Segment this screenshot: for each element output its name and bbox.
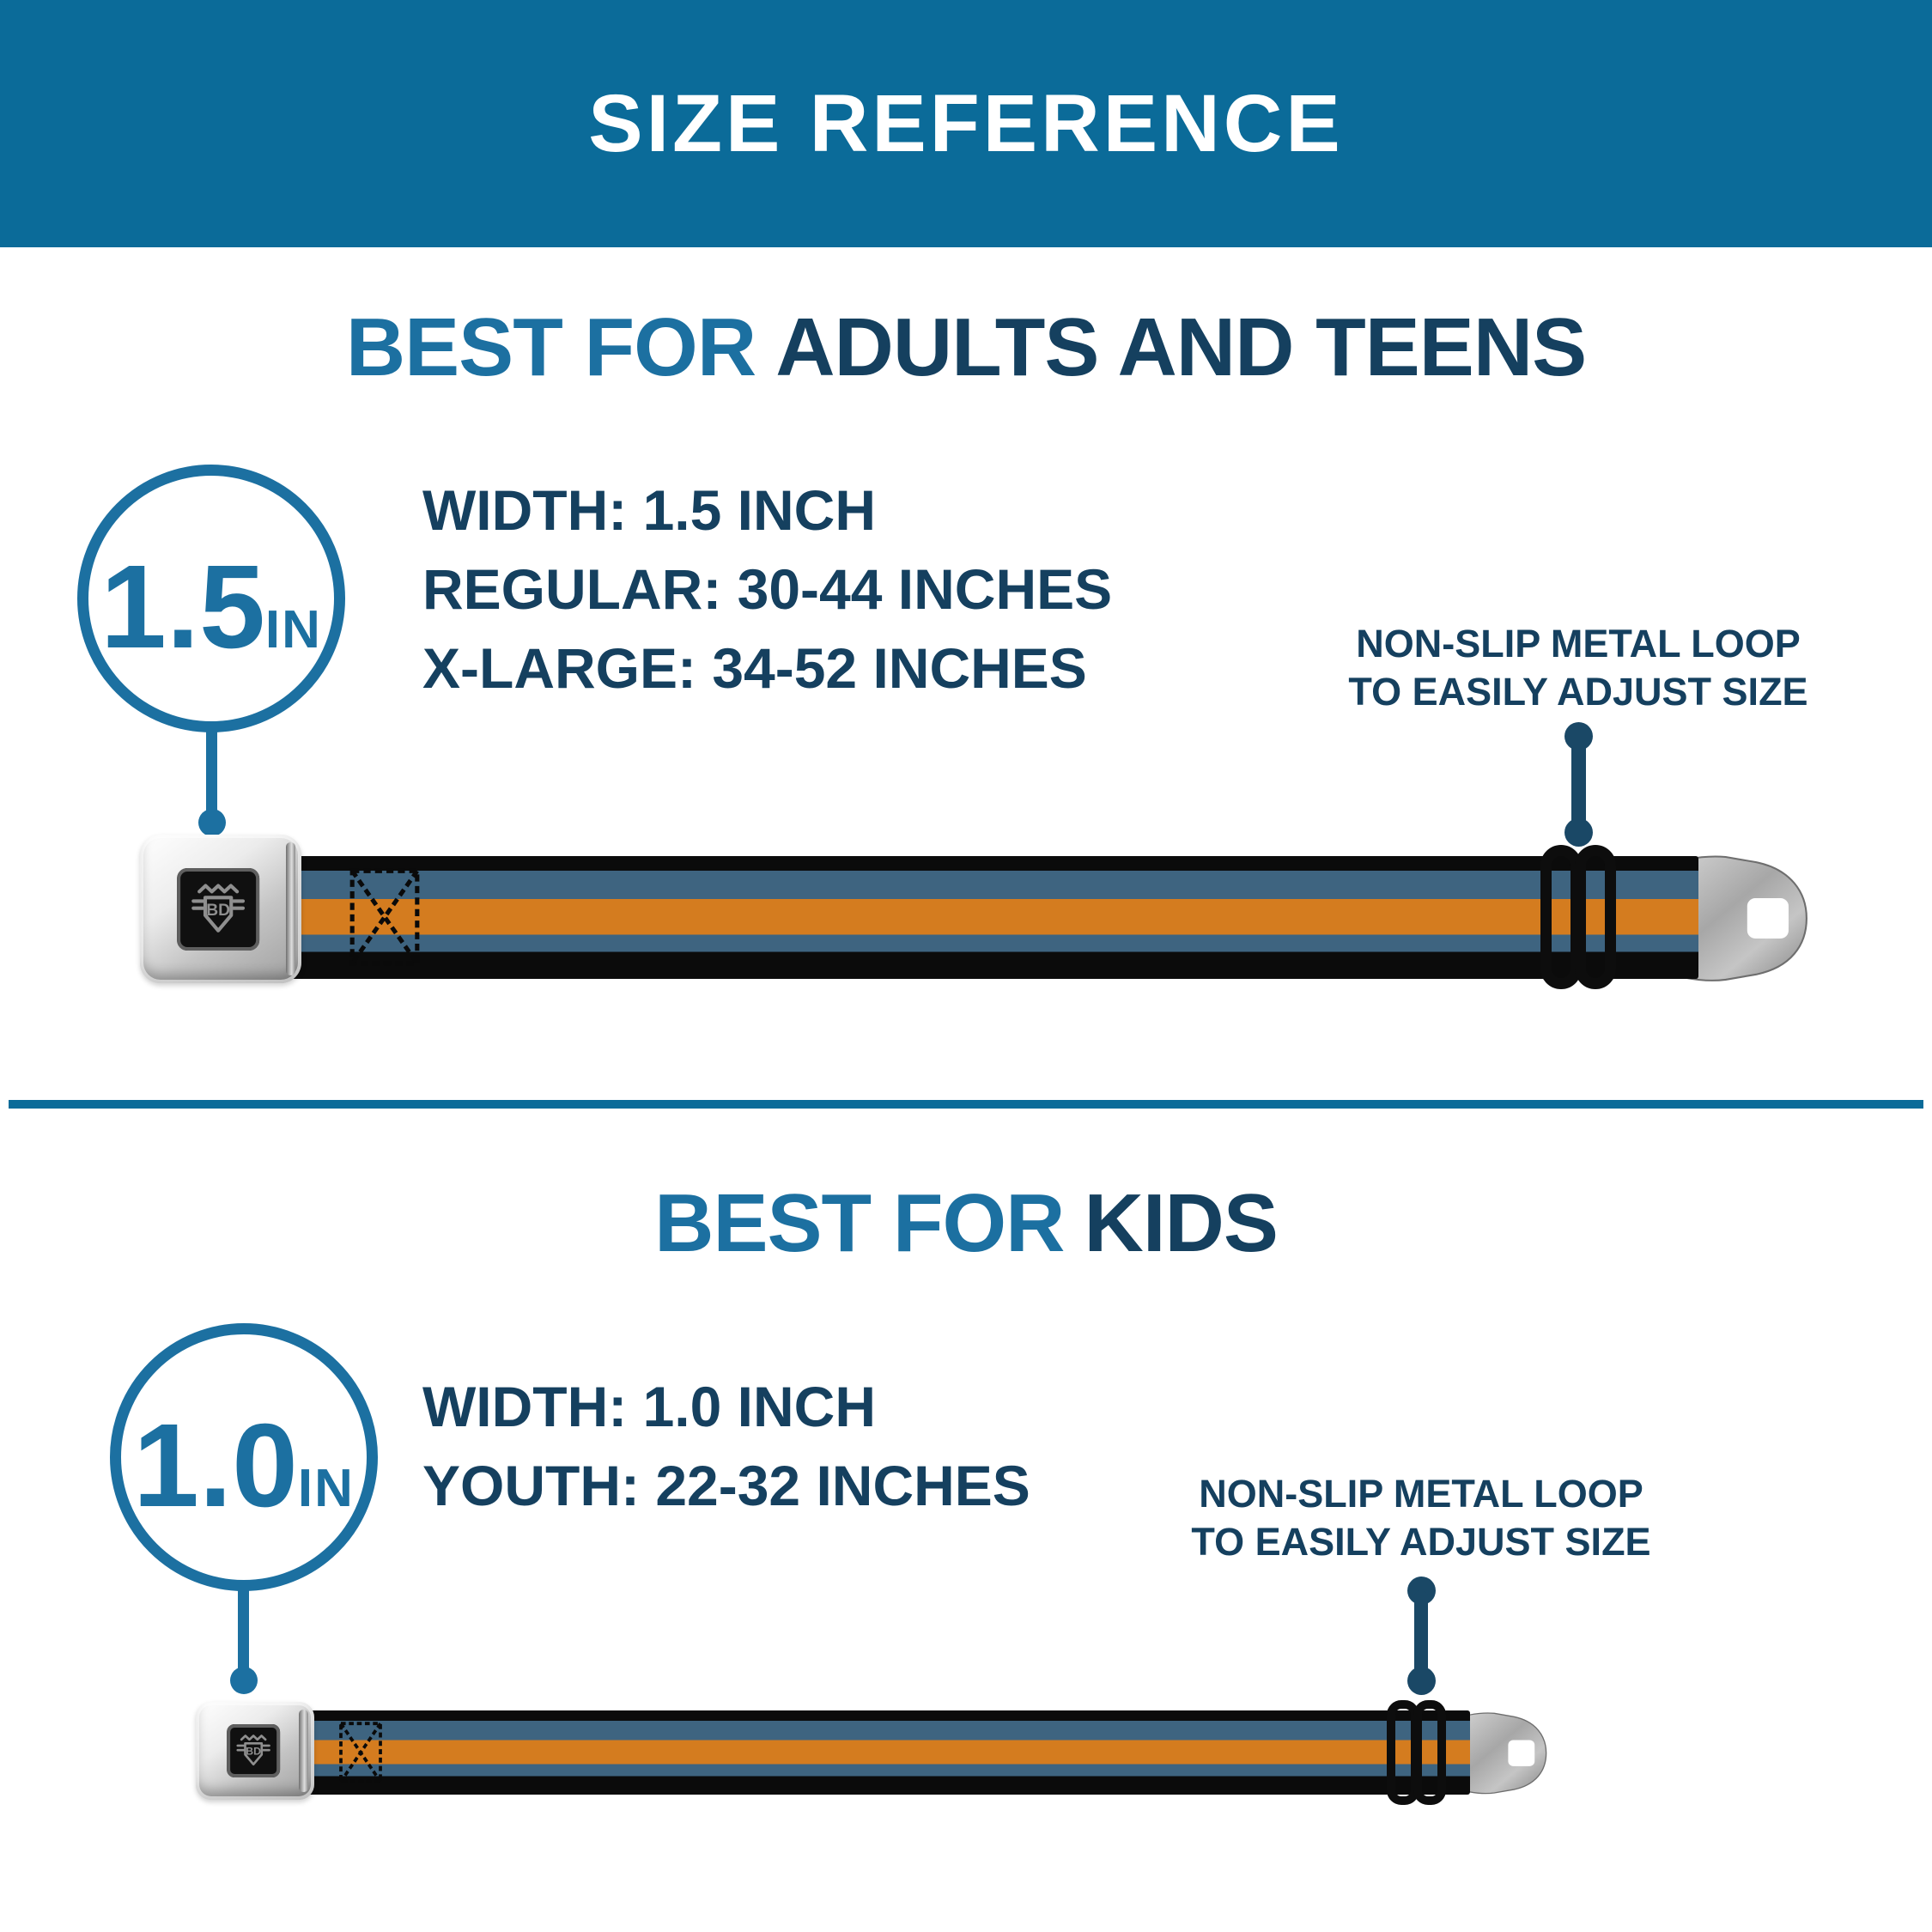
width-value: 1.0 <box>133 1400 298 1532</box>
heading-rest-text: ADULTS AND TEENS <box>775 301 1587 393</box>
brand-logo-icon: BD <box>191 883 246 933</box>
badge-pointer-dot <box>198 809 226 836</box>
adults-loop-callout: NON-SLIP METAL LOOP TO EASILY ADJUST SIZ… <box>1321 620 1836 716</box>
spec-youth: YOUTH: 22-32 INCHES <box>422 1454 1030 1517</box>
buckle-logo-plate: BD <box>227 1724 281 1777</box>
buckle-logo-text: BD <box>246 1745 261 1757</box>
clasp-hole <box>1747 898 1789 939</box>
buckle-logo-text: BD <box>206 901 230 919</box>
badge-pointer-dot <box>230 1667 258 1694</box>
kids-loop-callout: NON-SLIP METAL LOOP TO EASILY ADJUST SIZ… <box>1163 1470 1679 1566</box>
spec-width: WIDTH: 1.0 INCH <box>422 1375 876 1438</box>
belt-strap-striped <box>273 856 1698 979</box>
kids-section-heading: BEST FOR KIDS <box>0 1178 1932 1269</box>
heading-accent-text: BEST FOR <box>654 1177 1065 1269</box>
spec-xlarge: X-LARGE: 34-52 INCHES <box>422 636 1087 700</box>
page-title: SIZE REFERENCE <box>588 77 1344 169</box>
width-badge-1-0in: 1.0 IN <box>110 1323 378 1591</box>
width-badge-1-5in: 1.5 IN <box>77 465 345 732</box>
metal-loop-ring <box>1575 845 1616 989</box>
kids-spec-list: WIDTH: 1.0 INCH YOUTH: 22-32 INCHES <box>422 1367 1030 1525</box>
width-value: 1.5 <box>100 541 265 673</box>
belt-strap-striped <box>292 1710 1470 1795</box>
metal-loop-ring <box>1413 1700 1446 1805</box>
callout-pointer-dot-bottom <box>1564 818 1593 847</box>
width-badge-label: 1.5 IN <box>100 548 322 666</box>
heading-accent-text: BEST FOR <box>345 301 756 393</box>
adults-spec-list: WIDTH: 1.5 INCH REGULAR: 30-44 INCHES X-… <box>422 471 1112 708</box>
section-divider <box>9 1100 1923 1109</box>
badge-pointer-line <box>206 728 217 818</box>
width-badge-label: 1.0 IN <box>133 1406 355 1525</box>
width-unit: IN <box>264 600 322 659</box>
belt-x-stitch <box>339 1722 382 1783</box>
seatbelt-buckle: BD <box>196 1702 314 1800</box>
adults-section-heading: BEST FOR ADULTS AND TEENS <box>0 302 1932 393</box>
callout-pointer-line <box>1414 1590 1428 1680</box>
metal-loop-ring <box>1540 845 1582 989</box>
clasp-hole <box>1508 1740 1535 1766</box>
brand-logo-icon: BD <box>236 1735 270 1766</box>
badge-pointer-line <box>238 1588 249 1674</box>
seatbelt-buckle: BD <box>140 835 301 983</box>
buckle-logo-plate: BD <box>177 867 260 951</box>
callout-line1: NON-SLIP METAL LOOP <box>1199 1472 1643 1516</box>
callout-line2: TO EASILY ADJUST SIZE <box>1348 670 1808 714</box>
callout-pointer-dot-bottom <box>1407 1667 1436 1695</box>
heading-rest-text: KIDS <box>1084 1177 1279 1269</box>
callout-line2: TO EASILY ADJUST SIZE <box>1191 1520 1651 1564</box>
spec-width: WIDTH: 1.5 INCH <box>422 478 876 542</box>
belt-x-stitch <box>349 868 420 966</box>
callout-pointer-line <box>1571 736 1586 832</box>
width-unit: IN <box>297 1459 355 1518</box>
spec-regular: REGULAR: 30-44 INCHES <box>422 557 1113 621</box>
callout-line1: NON-SLIP METAL LOOP <box>1356 622 1801 665</box>
title-banner: SIZE REFERENCE <box>0 0 1932 247</box>
